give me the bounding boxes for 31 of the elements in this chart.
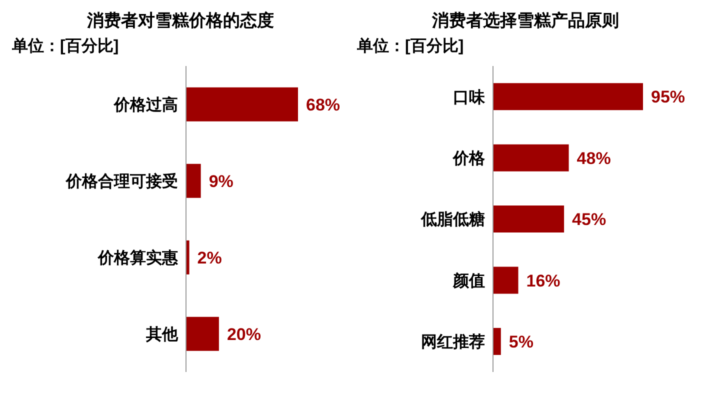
y-tick-label: 颜值 bbox=[452, 272, 485, 290]
chart-title: 消费者对雪糕价格的态度 bbox=[86, 10, 275, 32]
bar bbox=[186, 316, 219, 351]
chart-title: 消费者选择雪糕产品原则 bbox=[431, 10, 620, 32]
data-label: 95% bbox=[651, 88, 686, 107]
data-label: 20% bbox=[226, 324, 261, 344]
bar bbox=[186, 87, 298, 122]
data-label: 5% bbox=[508, 332, 534, 352]
y-tick-label: 价格 bbox=[452, 149, 486, 168]
data-label: 16% bbox=[526, 271, 560, 290]
y-tick-label: 价格算实惠 bbox=[97, 248, 179, 267]
y-tick-label: 网红推荐 bbox=[421, 333, 485, 352]
bar bbox=[186, 240, 190, 274]
y-tick-label: 价格过高 bbox=[113, 94, 178, 114]
data-label: 2% bbox=[197, 248, 222, 268]
y-tick-label: 口味 bbox=[453, 88, 486, 106]
data-label: 68% bbox=[306, 95, 340, 114]
bar bbox=[493, 328, 501, 355]
y-tick-label: 价格合理可接受 bbox=[65, 172, 178, 190]
bar bbox=[493, 206, 564, 233]
bar bbox=[493, 266, 518, 294]
data-label: 9% bbox=[208, 172, 234, 191]
data-label: 45% bbox=[572, 210, 606, 230]
bar bbox=[186, 164, 201, 198]
bar bbox=[493, 144, 569, 172]
data-label: 48% bbox=[576, 148, 611, 168]
y-tick-label: 其他 bbox=[145, 325, 179, 344]
chart-subtitle: 单位：[百分比] bbox=[11, 36, 120, 57]
y-tick-label: 低脂低糖 bbox=[420, 210, 485, 229]
bar bbox=[493, 83, 643, 110]
chart-subtitle: 单位：[百分比] bbox=[356, 36, 465, 57]
